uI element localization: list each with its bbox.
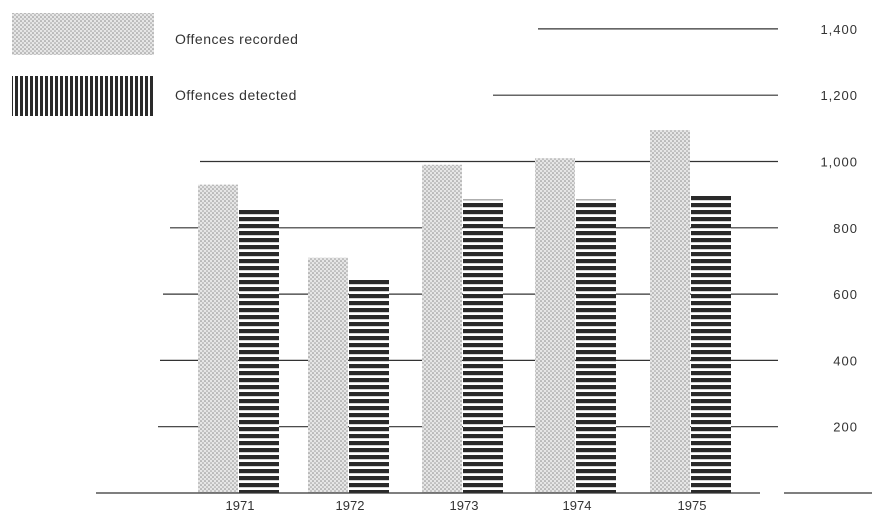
bar-detected-1975 <box>691 194 731 493</box>
x-axis-labels: 1971 1972 1973 1974 1975 <box>226 498 707 513</box>
y-tick-label: 1,000 <box>820 155 858 170</box>
legend-label-detected: Offences detected <box>175 87 297 103</box>
legend-swatch-detected <box>12 76 154 116</box>
bar-recorded-1971 <box>198 184 238 493</box>
bars <box>198 130 731 493</box>
y-axis-ticks: 200 400 600 800 1,000 1,200 1,400 <box>820 22 858 435</box>
x-tick-label: 1974 <box>563 498 592 513</box>
bar-detected-1972 <box>349 279 389 493</box>
y-tick-label: 1,200 <box>820 88 858 103</box>
bar-detected-1971 <box>239 209 279 493</box>
x-tick-label: 1971 <box>226 498 255 513</box>
legend-swatch-recorded <box>12 13 154 55</box>
y-tick-label: 400 <box>833 353 858 368</box>
y-tick-label: 600 <box>833 287 858 302</box>
y-tick-label: 1,400 <box>820 22 858 37</box>
bar-detected-1973 <box>463 199 503 493</box>
legend-label-recorded: Offences recorded <box>175 31 298 47</box>
bar-recorded-1973 <box>422 164 462 493</box>
y-tick-label: 200 <box>833 420 858 435</box>
bar-recorded-1974 <box>535 158 575 493</box>
x-tick-label: 1973 <box>450 498 479 513</box>
bar-recorded-1975 <box>650 130 690 493</box>
y-tick-label: 800 <box>833 221 858 236</box>
bar-detected-1974 <box>576 199 616 493</box>
x-tick-label: 1975 <box>678 498 707 513</box>
bar-recorded-1972 <box>308 257 348 493</box>
x-tick-label: 1972 <box>336 498 365 513</box>
legend: Offences recorded Offences detected <box>12 13 298 116</box>
